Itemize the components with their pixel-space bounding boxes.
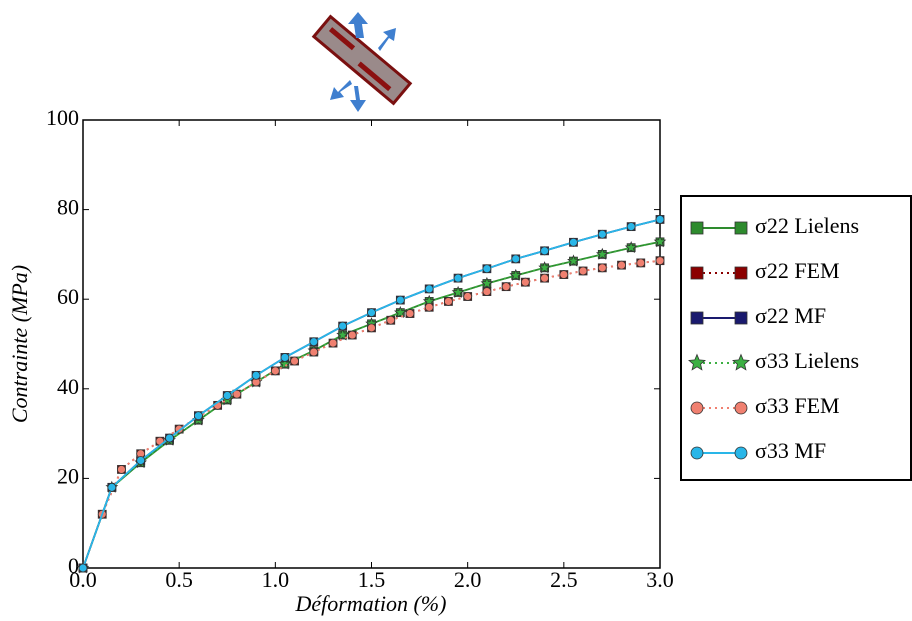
y-tick-label: 100 xyxy=(46,105,79,130)
series-line xyxy=(82,241,661,569)
marker xyxy=(636,258,646,268)
marker xyxy=(596,247,609,260)
marker xyxy=(597,263,607,273)
marker xyxy=(393,305,407,319)
legend-label: σ33 Lielens xyxy=(755,348,859,373)
marker xyxy=(309,337,319,347)
marker xyxy=(117,465,126,474)
legend-marker xyxy=(734,446,748,460)
legend-label: σ22 Lielens xyxy=(755,213,859,238)
marker xyxy=(655,215,665,224)
marker xyxy=(386,315,396,325)
y-tick-label: 20 xyxy=(57,463,79,488)
series-line xyxy=(82,241,661,569)
marker xyxy=(405,309,415,318)
legend-label: σ33 FEM xyxy=(755,393,840,418)
legend-marker xyxy=(690,221,704,235)
marker xyxy=(367,308,376,318)
y-axis-label: Contrainte (MPa) xyxy=(7,265,32,423)
y-tick-label: 40 xyxy=(57,374,79,399)
series-line xyxy=(82,259,661,569)
legend-marker xyxy=(688,353,706,371)
marker xyxy=(328,338,338,348)
x-axis-label: Déformation (%) xyxy=(295,591,447,616)
x-tick-label: 1.5 xyxy=(358,567,386,592)
marker xyxy=(270,366,280,376)
series-line xyxy=(82,259,661,569)
marker xyxy=(338,321,348,331)
marker xyxy=(107,482,117,492)
marker xyxy=(395,295,405,305)
marker xyxy=(165,433,174,443)
marker xyxy=(424,302,434,312)
legend-label: σ33 MF xyxy=(755,438,826,463)
marker xyxy=(538,261,551,274)
series-line xyxy=(82,218,661,569)
x-tick-label: 2.5 xyxy=(550,567,578,592)
marker xyxy=(336,328,350,341)
marker xyxy=(480,276,494,289)
marker xyxy=(569,237,578,247)
marker xyxy=(597,229,607,239)
marker xyxy=(444,297,453,306)
legend-marker xyxy=(734,311,748,325)
marker xyxy=(540,273,549,283)
marker xyxy=(559,270,569,279)
marker xyxy=(290,356,299,366)
marker xyxy=(367,323,376,333)
marker xyxy=(482,287,492,296)
x-tick-label: 2.0 xyxy=(454,567,482,592)
marker xyxy=(451,285,465,298)
marker xyxy=(424,284,434,294)
x-tick-label: 0.5 xyxy=(165,567,193,592)
marker xyxy=(578,266,588,276)
marker xyxy=(501,282,511,292)
marker xyxy=(222,391,232,400)
marker xyxy=(463,292,473,301)
marker xyxy=(280,353,290,362)
marker xyxy=(278,357,292,370)
marker xyxy=(511,254,521,264)
marker xyxy=(653,235,667,248)
marker xyxy=(453,273,463,283)
legend-box xyxy=(680,195,912,481)
marker xyxy=(617,260,626,270)
legend-marker xyxy=(734,401,748,415)
legend-marker xyxy=(690,401,704,415)
series-line xyxy=(82,218,661,569)
marker xyxy=(567,254,580,267)
marker xyxy=(655,256,665,266)
marker xyxy=(232,389,242,399)
marker xyxy=(509,268,523,281)
y-tick-label: 60 xyxy=(57,284,79,309)
legend-marker xyxy=(734,221,748,235)
marker xyxy=(482,264,492,274)
legend-marker xyxy=(690,311,704,325)
marker xyxy=(540,246,549,256)
specimen-icon xyxy=(311,12,413,112)
marker xyxy=(520,277,530,287)
legend-label: σ22 FEM xyxy=(755,258,840,283)
marker xyxy=(626,222,636,232)
x-tick-label: 1.0 xyxy=(262,567,290,592)
marker xyxy=(78,563,88,573)
marker xyxy=(193,411,203,421)
y-tick-label: 80 xyxy=(57,195,79,220)
marker xyxy=(347,330,357,340)
x-tick-label: 3.0 xyxy=(646,567,674,592)
marker xyxy=(624,241,638,254)
legend-marker xyxy=(690,446,704,460)
legend-marker xyxy=(732,353,750,371)
y-tick-label: 0 xyxy=(68,553,79,578)
marker xyxy=(309,347,319,357)
marker xyxy=(251,370,261,380)
marker xyxy=(136,456,146,465)
legend-marker xyxy=(734,266,748,280)
plot-frame xyxy=(82,119,661,569)
legend-label: σ22 MF xyxy=(755,303,826,328)
legend-marker xyxy=(690,266,704,280)
